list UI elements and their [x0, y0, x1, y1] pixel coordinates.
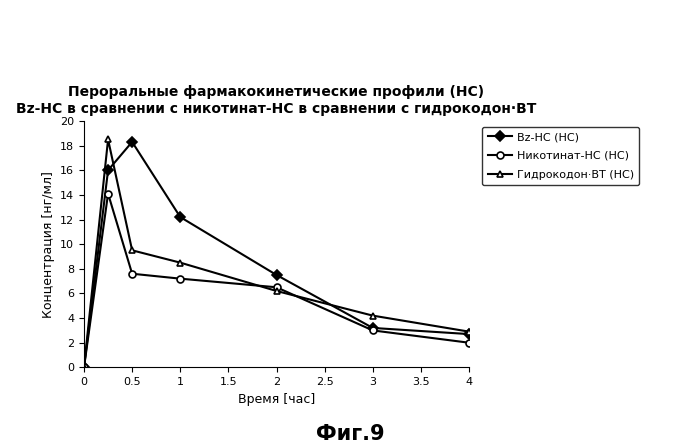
- Bz-НС (НС): [80, 365, 88, 370]
- Никотинат-НС (НС): [176, 276, 185, 281]
- Никотинат-НС (НС): [272, 284, 281, 290]
- Гидрокодон·ВТ (НС): [176, 260, 185, 265]
- Y-axis label: Концентрация [нг/мл]: Концентрация [нг/мл]: [41, 171, 55, 318]
- Bz-НС (НС): [465, 332, 473, 337]
- Гидрокодон·ВТ (НС): [272, 289, 281, 294]
- X-axis label: Время [час]: Время [час]: [238, 392, 315, 405]
- Гидрокодон·ВТ (НС): [104, 137, 112, 142]
- Никотинат-НС (НС): [128, 271, 136, 276]
- Гидрокодон·ВТ (НС): [128, 248, 136, 253]
- Гидрокодон·ВТ (НС): [465, 329, 473, 334]
- Bz-НС (НС): [176, 215, 185, 220]
- Гидрокодон·ВТ (НС): [80, 365, 88, 370]
- Bz-НС (НС): [104, 168, 112, 173]
- Title: Пероральные фармакокинетические профили (НС)
Bz-НС в сравнении с никотинат-НС в : Пероральные фармакокинетические профили …: [16, 86, 537, 116]
- Никотинат-НС (НС): [465, 340, 473, 345]
- Гидрокодон·ВТ (НС): [368, 313, 377, 318]
- Line: Bz-НС (НС): Bz-НС (НС): [80, 138, 473, 371]
- Никотинат-НС (НС): [368, 328, 377, 333]
- Никотинат-НС (НС): [80, 365, 88, 370]
- Bz-НС (НС): [272, 272, 281, 278]
- Bz-НС (НС): [368, 325, 377, 331]
- Никотинат-НС (НС): [104, 191, 112, 196]
- Line: Никотинат-НС (НС): Никотинат-НС (НС): [80, 190, 473, 371]
- Text: Фиг.9: Фиг.9: [316, 423, 384, 444]
- Legend: Bz-НС (НС), Никотинат-НС (НС), Гидрокодон·ВТ (НС): Bz-НС (НС), Никотинат-НС (НС), Гидрокодо…: [482, 126, 639, 185]
- Line: Гидрокодон·ВТ (НС): Гидрокодон·ВТ (НС): [80, 136, 473, 371]
- Bz-НС (НС): [128, 139, 136, 145]
